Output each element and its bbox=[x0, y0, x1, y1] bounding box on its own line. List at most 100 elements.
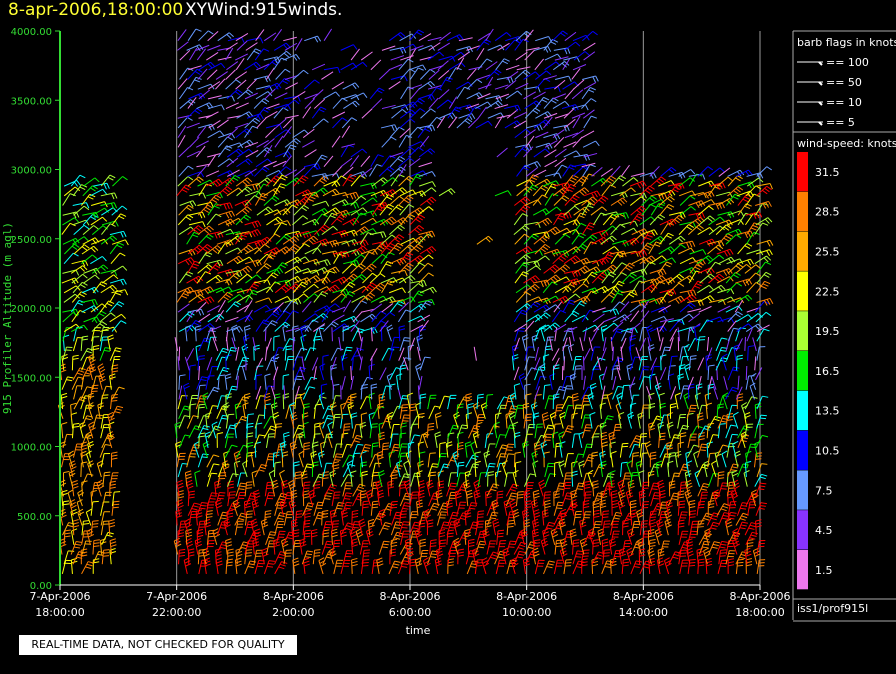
wind-barb-flag bbox=[477, 516, 484, 518]
wind-barb-staff bbox=[273, 107, 284, 119]
wind-barb-staff bbox=[236, 158, 249, 168]
wind-barb-staff bbox=[360, 191, 374, 197]
wind-barb-flag bbox=[97, 402, 104, 406]
wind-barb-staff bbox=[391, 109, 403, 119]
wind-barb-staff bbox=[331, 306, 346, 313]
wind-barb-flag bbox=[253, 63, 259, 69]
wind-barb-staff bbox=[197, 225, 210, 235]
wind-barb-flag bbox=[548, 395, 556, 397]
wind-barb-staff bbox=[111, 289, 126, 294]
wind-barb-flag bbox=[320, 106, 327, 111]
wind-barb-staff bbox=[178, 405, 185, 420]
wind-barb-flag bbox=[460, 427, 467, 430]
wind-barb-flag bbox=[391, 541, 398, 545]
wind-barb-flag bbox=[325, 173, 329, 180]
wind-barb-staff bbox=[109, 301, 120, 313]
wind-barb-staff bbox=[496, 444, 503, 458]
wind-barb-staff bbox=[312, 118, 324, 129]
wind-barb-staff bbox=[293, 472, 296, 487]
wind-barb-flag bbox=[326, 276, 331, 283]
wind-barb-staff bbox=[226, 473, 234, 487]
wind-barb-staff bbox=[246, 414, 249, 429]
wind-barb-flag bbox=[111, 451, 118, 454]
wind-barb-flag bbox=[553, 276, 559, 282]
wind-barb-staff bbox=[293, 90, 306, 100]
wind-barb-staff bbox=[289, 443, 294, 458]
wind-barb-staff bbox=[371, 218, 385, 226]
wind-barb-flag bbox=[473, 434, 480, 438]
wind-barb-staff bbox=[330, 293, 343, 303]
wind-barb-staff bbox=[322, 551, 330, 565]
wind-barb-flag bbox=[524, 506, 532, 509]
wind-barb-staff bbox=[179, 200, 193, 206]
wind-barb-staff bbox=[380, 252, 390, 264]
wind-barb-staff bbox=[399, 492, 407, 507]
wind-barb-staff bbox=[340, 291, 350, 303]
wind-barb-staff bbox=[70, 265, 84, 274]
wind-barb-flag bbox=[460, 62, 466, 68]
wind-barb-staff bbox=[284, 265, 298, 274]
wind-barb-flag bbox=[388, 166, 395, 171]
wind-barb-flag bbox=[235, 405, 242, 409]
wind-barb-flag bbox=[489, 507, 496, 510]
wind-barb-staff bbox=[398, 347, 405, 361]
wind-barb-flag bbox=[400, 32, 406, 37]
wind-barb-staff bbox=[359, 292, 371, 303]
wind-barb-flag bbox=[404, 337, 411, 339]
wind-barb-flag bbox=[79, 367, 86, 371]
wind-barb-staff bbox=[357, 327, 362, 342]
wind-barb-staff bbox=[91, 225, 104, 235]
wind-barb-flag bbox=[332, 268, 337, 274]
wind-barb-flag bbox=[444, 395, 451, 398]
wind-barb-staff bbox=[264, 327, 267, 342]
wind-barb-staff bbox=[292, 376, 298, 390]
wind-barb-staff bbox=[226, 89, 238, 100]
wind-barb-staff bbox=[254, 236, 268, 245]
wind-barb-flag bbox=[224, 181, 230, 187]
wind-barb-staff bbox=[400, 101, 414, 109]
wind-barb-staff bbox=[227, 288, 242, 294]
wind-barb-flag bbox=[391, 125, 395, 132]
wind-barb-flag bbox=[237, 89, 243, 94]
wind-barb-staff bbox=[227, 492, 231, 507]
wind-barb-staff bbox=[189, 192, 204, 197]
wind-barb-flag bbox=[105, 444, 112, 447]
wind-barb-staff bbox=[351, 328, 359, 342]
wind-barb-staff bbox=[255, 91, 269, 100]
wind-barb-staff bbox=[81, 305, 95, 313]
wind-barb-flag bbox=[342, 289, 347, 296]
wind-barb-flag bbox=[369, 284, 375, 289]
wind-barb-flag bbox=[254, 528, 261, 532]
wind-barb-flag bbox=[69, 193, 76, 197]
wind-barb-staff bbox=[466, 78, 478, 90]
wind-barb-staff bbox=[235, 232, 244, 245]
wind-barb-flag bbox=[453, 424, 460, 427]
wind-barb-flag bbox=[385, 263, 392, 267]
wind-barb-flag bbox=[274, 311, 280, 316]
wind-barb-flag bbox=[523, 256, 529, 261]
wind-barb-flag bbox=[404, 556, 411, 560]
wind-barb-flag bbox=[258, 259, 262, 266]
wind-barb-flag bbox=[525, 503, 532, 506]
wind-barb-staff bbox=[302, 140, 315, 148]
wind-barb-flag bbox=[513, 514, 520, 519]
wind-barb-staff bbox=[82, 237, 96, 245]
wind-barb-staff bbox=[361, 550, 365, 565]
wind-barb-flag bbox=[509, 499, 516, 503]
wind-barb-staff bbox=[69, 502, 74, 516]
wind-barb-flag bbox=[303, 448, 310, 451]
wind-barb-staff bbox=[264, 492, 270, 507]
wind-barb-flag bbox=[96, 316, 101, 323]
wind-barb-flag bbox=[393, 563, 400, 566]
wind-barb-staff bbox=[273, 183, 282, 197]
wind-barb-flag bbox=[325, 495, 332, 498]
wind-barb-flag bbox=[196, 45, 201, 52]
wind-barb-flag bbox=[92, 212, 96, 219]
wind-barb-flag bbox=[91, 526, 99, 528]
wind-barb-staff bbox=[283, 531, 290, 546]
wind-barb-flag bbox=[235, 456, 242, 460]
wind-barb-flag bbox=[400, 367, 407, 370]
wind-barb-staff bbox=[398, 157, 410, 168]
wind-barb-flag bbox=[419, 525, 426, 528]
wind-barb-staff bbox=[380, 242, 391, 255]
